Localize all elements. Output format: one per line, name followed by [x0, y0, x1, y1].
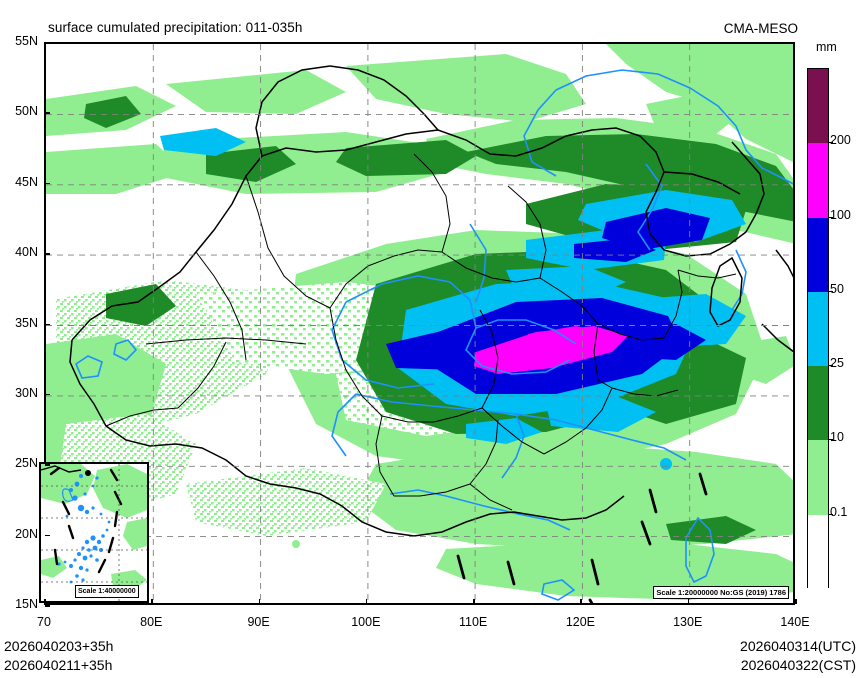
init-time-utc: 2026040203+35h	[4, 638, 114, 654]
colorbar-band	[808, 217, 828, 292]
lon-label: 120E	[565, 615, 596, 629]
south-china-sea-inset-map[interactable]: Scale 1:40000000	[39, 462, 149, 603]
lat-label: 20N	[15, 526, 38, 541]
lat-label: 35N	[15, 315, 38, 330]
lat-label: 55N	[15, 34, 38, 48]
lon-tick	[151, 599, 153, 604]
river-network	[75, 69, 793, 601]
map-scale-label: Scale 1:20000000 No:GS (2019) 1786	[653, 586, 789, 599]
lon-label: 130E	[673, 615, 703, 629]
colorbar-tick-mark	[829, 439, 833, 441]
colorbar-tick-label: 50	[830, 281, 844, 296]
colorbar-tick-label: 25	[830, 356, 844, 371]
colorbar-tick-mark	[829, 513, 833, 515]
lat-tick	[45, 393, 50, 396]
lat-tick	[45, 112, 50, 114]
lon-tick	[580, 599, 582, 604]
colorbar-tick-mark	[829, 290, 833, 292]
lon-label: 90E	[247, 615, 270, 629]
lon-tick	[44, 599, 46, 604]
colorbar-tick-mark	[829, 142, 833, 144]
colorbar-band	[808, 291, 828, 367]
precipitation-colorbar[interactable]	[807, 68, 829, 589]
valid-time-utc: 2026040314(UTC)	[740, 638, 856, 654]
colorbar-band	[808, 514, 828, 589]
lon-tick	[473, 599, 475, 604]
lat-label: 45N	[15, 174, 38, 189]
lat-tick	[45, 323, 50, 325]
lat-label: 30N	[15, 385, 38, 400]
lat-label: 15N	[15, 597, 38, 611]
valid-time-cst: 2026040322(CST)	[740, 657, 856, 673]
inset-svg	[41, 464, 147, 601]
lon-label: 80E	[140, 615, 163, 629]
lon-tick	[365, 599, 368, 604]
lon-label: 140E	[780, 615, 810, 629]
lat-tick	[45, 253, 50, 255]
lon-label: 70	[37, 615, 51, 629]
colorbar-tick-label: 200	[830, 133, 851, 148]
lat-tick	[45, 182, 50, 185]
colorbar-tick-label: 100	[830, 207, 851, 222]
lat-tick	[45, 605, 50, 607]
lon-tick	[258, 599, 261, 604]
precipitation-map[interactable]: Scale 1:20000000 No:GS (2019) 1786	[44, 42, 795, 605]
footer-left: 2026040203+35h 2026040211+35h	[4, 637, 113, 675]
lon-label: 110E	[459, 615, 488, 629]
colorbar-unit-label: mm	[816, 40, 837, 54]
lat-tick	[45, 42, 50, 44]
colorbar-tick-mark	[829, 365, 833, 367]
lat-tick	[45, 534, 50, 537]
colorbar-band	[808, 440, 828, 515]
colorbar-band	[808, 143, 828, 218]
model-label: CMA-MESO	[723, 21, 798, 36]
page-title: surface cumulated precipitation: 011-035…	[48, 20, 303, 35]
inset-scale-label: Scale 1:40000000	[75, 585, 139, 598]
lat-label: 25N	[15, 456, 38, 471]
lon-tick	[687, 599, 690, 604]
lon-label: 100E	[351, 615, 381, 629]
colorbar-band	[808, 69, 828, 144]
lon-tick	[795, 599, 797, 604]
lat-label: 50N	[15, 104, 38, 119]
colorbar-tick-mark	[829, 216, 833, 218]
init-time-cst: 2026040211+35h	[4, 657, 113, 673]
administrative-boundaries	[69, 65, 793, 603]
colorbar-band	[808, 366, 828, 441]
map-gridlines	[46, 44, 793, 603]
precip-layer-100-200	[474, 326, 628, 374]
colorbar-tick-label: 0.1	[830, 504, 848, 519]
lat-tick	[45, 464, 50, 466]
map-canvas	[46, 44, 793, 603]
colorbar-tick-label: 10	[830, 430, 844, 445]
lat-label: 40N	[15, 245, 38, 260]
map-svg	[46, 44, 793, 603]
footer-right: 2026040314(UTC) 2026040322(CST)	[740, 637, 856, 675]
